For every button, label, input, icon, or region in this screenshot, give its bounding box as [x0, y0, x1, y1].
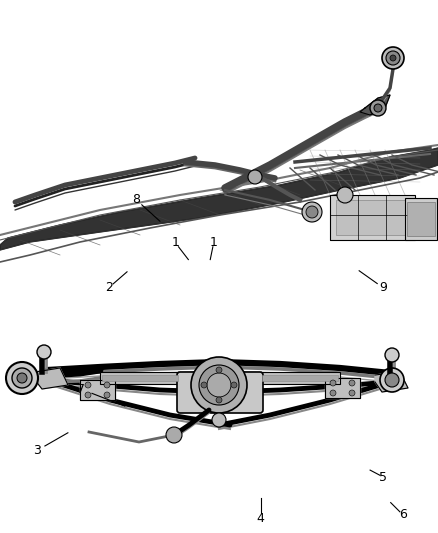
Circle shape	[212, 413, 226, 427]
Bar	[260, 372, 340, 384]
Bar	[330, 195, 415, 240]
Circle shape	[390, 55, 396, 61]
Circle shape	[85, 382, 91, 388]
Circle shape	[166, 427, 182, 443]
Circle shape	[382, 47, 404, 69]
Bar	[336, 200, 411, 235]
Bar	[102, 375, 178, 381]
Polygon shape	[0, 148, 438, 250]
Bar	[407, 202, 435, 236]
Circle shape	[349, 380, 355, 386]
Circle shape	[216, 397, 222, 403]
Text: 6: 6	[399, 508, 407, 521]
Text: 9: 9	[379, 281, 387, 294]
Circle shape	[374, 104, 382, 112]
Circle shape	[191, 357, 247, 413]
Bar	[100, 372, 180, 384]
Bar	[262, 375, 338, 381]
Circle shape	[199, 365, 239, 405]
Circle shape	[6, 362, 38, 394]
Circle shape	[37, 345, 51, 359]
Polygon shape	[360, 95, 390, 115]
Polygon shape	[325, 378, 360, 398]
Circle shape	[370, 100, 386, 116]
Circle shape	[85, 392, 91, 398]
Text: 4: 4	[257, 512, 265, 524]
Circle shape	[380, 368, 404, 392]
Circle shape	[385, 348, 399, 362]
Circle shape	[349, 390, 355, 396]
Circle shape	[201, 382, 207, 388]
Circle shape	[17, 373, 27, 383]
Bar	[405, 198, 437, 240]
Circle shape	[386, 51, 400, 65]
Circle shape	[207, 373, 231, 397]
Text: 3: 3	[33, 444, 41, 457]
FancyBboxPatch shape	[177, 372, 263, 413]
Text: 7: 7	[77, 383, 85, 395]
Circle shape	[306, 206, 318, 218]
Circle shape	[231, 382, 237, 388]
Circle shape	[216, 367, 222, 373]
Text: 5: 5	[379, 471, 387, 483]
Circle shape	[302, 202, 322, 222]
Circle shape	[330, 390, 336, 396]
Text: 1: 1	[210, 236, 218, 249]
Circle shape	[104, 382, 110, 388]
Polygon shape	[35, 368, 68, 389]
Circle shape	[330, 380, 336, 386]
Text: 2: 2	[105, 281, 113, 294]
Polygon shape	[375, 372, 408, 392]
Circle shape	[12, 368, 32, 388]
Text: 1: 1	[171, 236, 179, 249]
Circle shape	[104, 392, 110, 398]
Circle shape	[248, 170, 262, 184]
Polygon shape	[80, 380, 115, 400]
Circle shape	[337, 187, 353, 203]
Text: 8: 8	[132, 193, 140, 206]
Circle shape	[385, 373, 399, 387]
